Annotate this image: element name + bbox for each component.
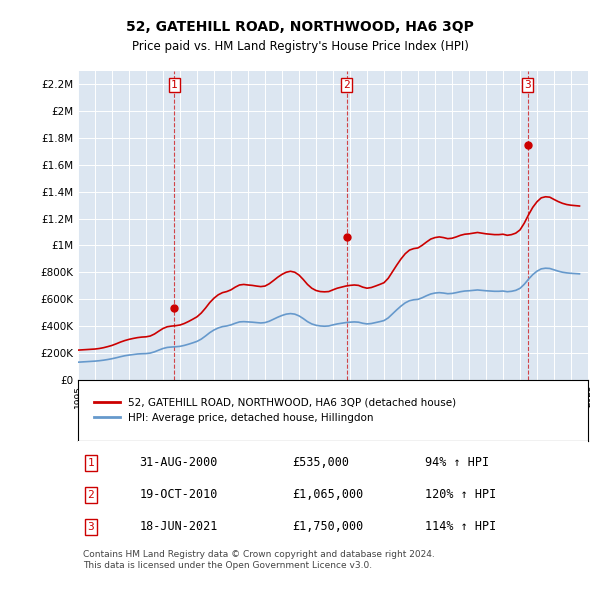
Text: 19-OCT-2010: 19-OCT-2010 xyxy=(139,489,218,502)
Legend: 52, GATEHILL ROAD, NORTHWOOD, HA6 3QP (detached house), HPI: Average price, deta: 52, GATEHILL ROAD, NORTHWOOD, HA6 3QP (d… xyxy=(88,393,461,428)
Text: 3: 3 xyxy=(88,522,94,532)
Text: 1: 1 xyxy=(88,458,94,468)
Text: 2: 2 xyxy=(88,490,94,500)
Text: Price paid vs. HM Land Registry's House Price Index (HPI): Price paid vs. HM Land Registry's House … xyxy=(131,40,469,53)
Text: 52, GATEHILL ROAD, NORTHWOOD, HA6 3QP: 52, GATEHILL ROAD, NORTHWOOD, HA6 3QP xyxy=(126,19,474,34)
Text: £1,750,000: £1,750,000 xyxy=(292,520,364,533)
Text: 31-AUG-2000: 31-AUG-2000 xyxy=(139,456,218,469)
Text: 114% ↑ HPI: 114% ↑ HPI xyxy=(425,520,496,533)
Text: 94% ↑ HPI: 94% ↑ HPI xyxy=(425,456,489,469)
Text: £1,065,000: £1,065,000 xyxy=(292,489,364,502)
Text: 18-JUN-2021: 18-JUN-2021 xyxy=(139,520,218,533)
Text: 3: 3 xyxy=(524,80,531,90)
Text: Contains HM Land Registry data © Crown copyright and database right 2024.
This d: Contains HM Land Registry data © Crown c… xyxy=(83,550,435,570)
Text: 1: 1 xyxy=(171,80,178,90)
Text: 120% ↑ HPI: 120% ↑ HPI xyxy=(425,489,496,502)
Text: 2: 2 xyxy=(343,80,350,90)
Text: £535,000: £535,000 xyxy=(292,456,349,469)
